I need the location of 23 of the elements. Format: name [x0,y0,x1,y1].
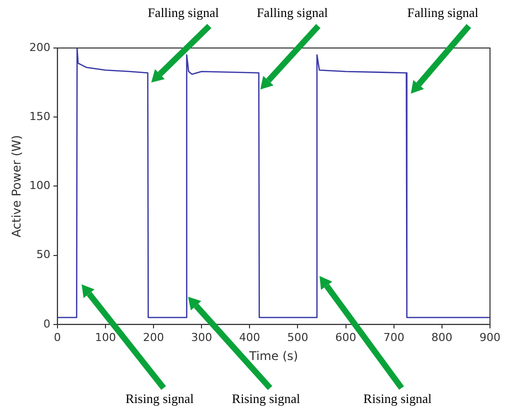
x-tick-label: 200 [143,330,164,344]
y-tick-label: 50 [36,248,50,262]
y-tick-label: 200 [29,40,50,54]
text: Rising signal [363,390,432,406]
y-tick-label: 0 [43,317,50,330]
x-tick-label: 400 [239,330,260,344]
text: Falling signal [256,4,328,20]
text: Rising signal [125,390,194,406]
x-tick-label: 300 [191,330,212,344]
y-tick-label: 150 [29,110,50,123]
y-tick-label: 100 [29,179,50,192]
text: Rising signal [232,390,301,406]
text: Falling signal [148,4,220,20]
x-tick-label: 900 [480,330,500,344]
x-tick-label: 100 [94,330,116,344]
x-tick-label: 800 [431,330,452,344]
x-tick-label: 500 [287,330,308,344]
text: Falling signal [407,4,479,20]
x-tick-label: 0 [54,330,61,344]
x-tick-label: 700 [383,330,404,344]
y-axis-title: Active Power (W) [9,135,24,238]
x-axis-title: Time (s) [248,348,298,363]
x-tick-label: 600 [335,330,356,344]
